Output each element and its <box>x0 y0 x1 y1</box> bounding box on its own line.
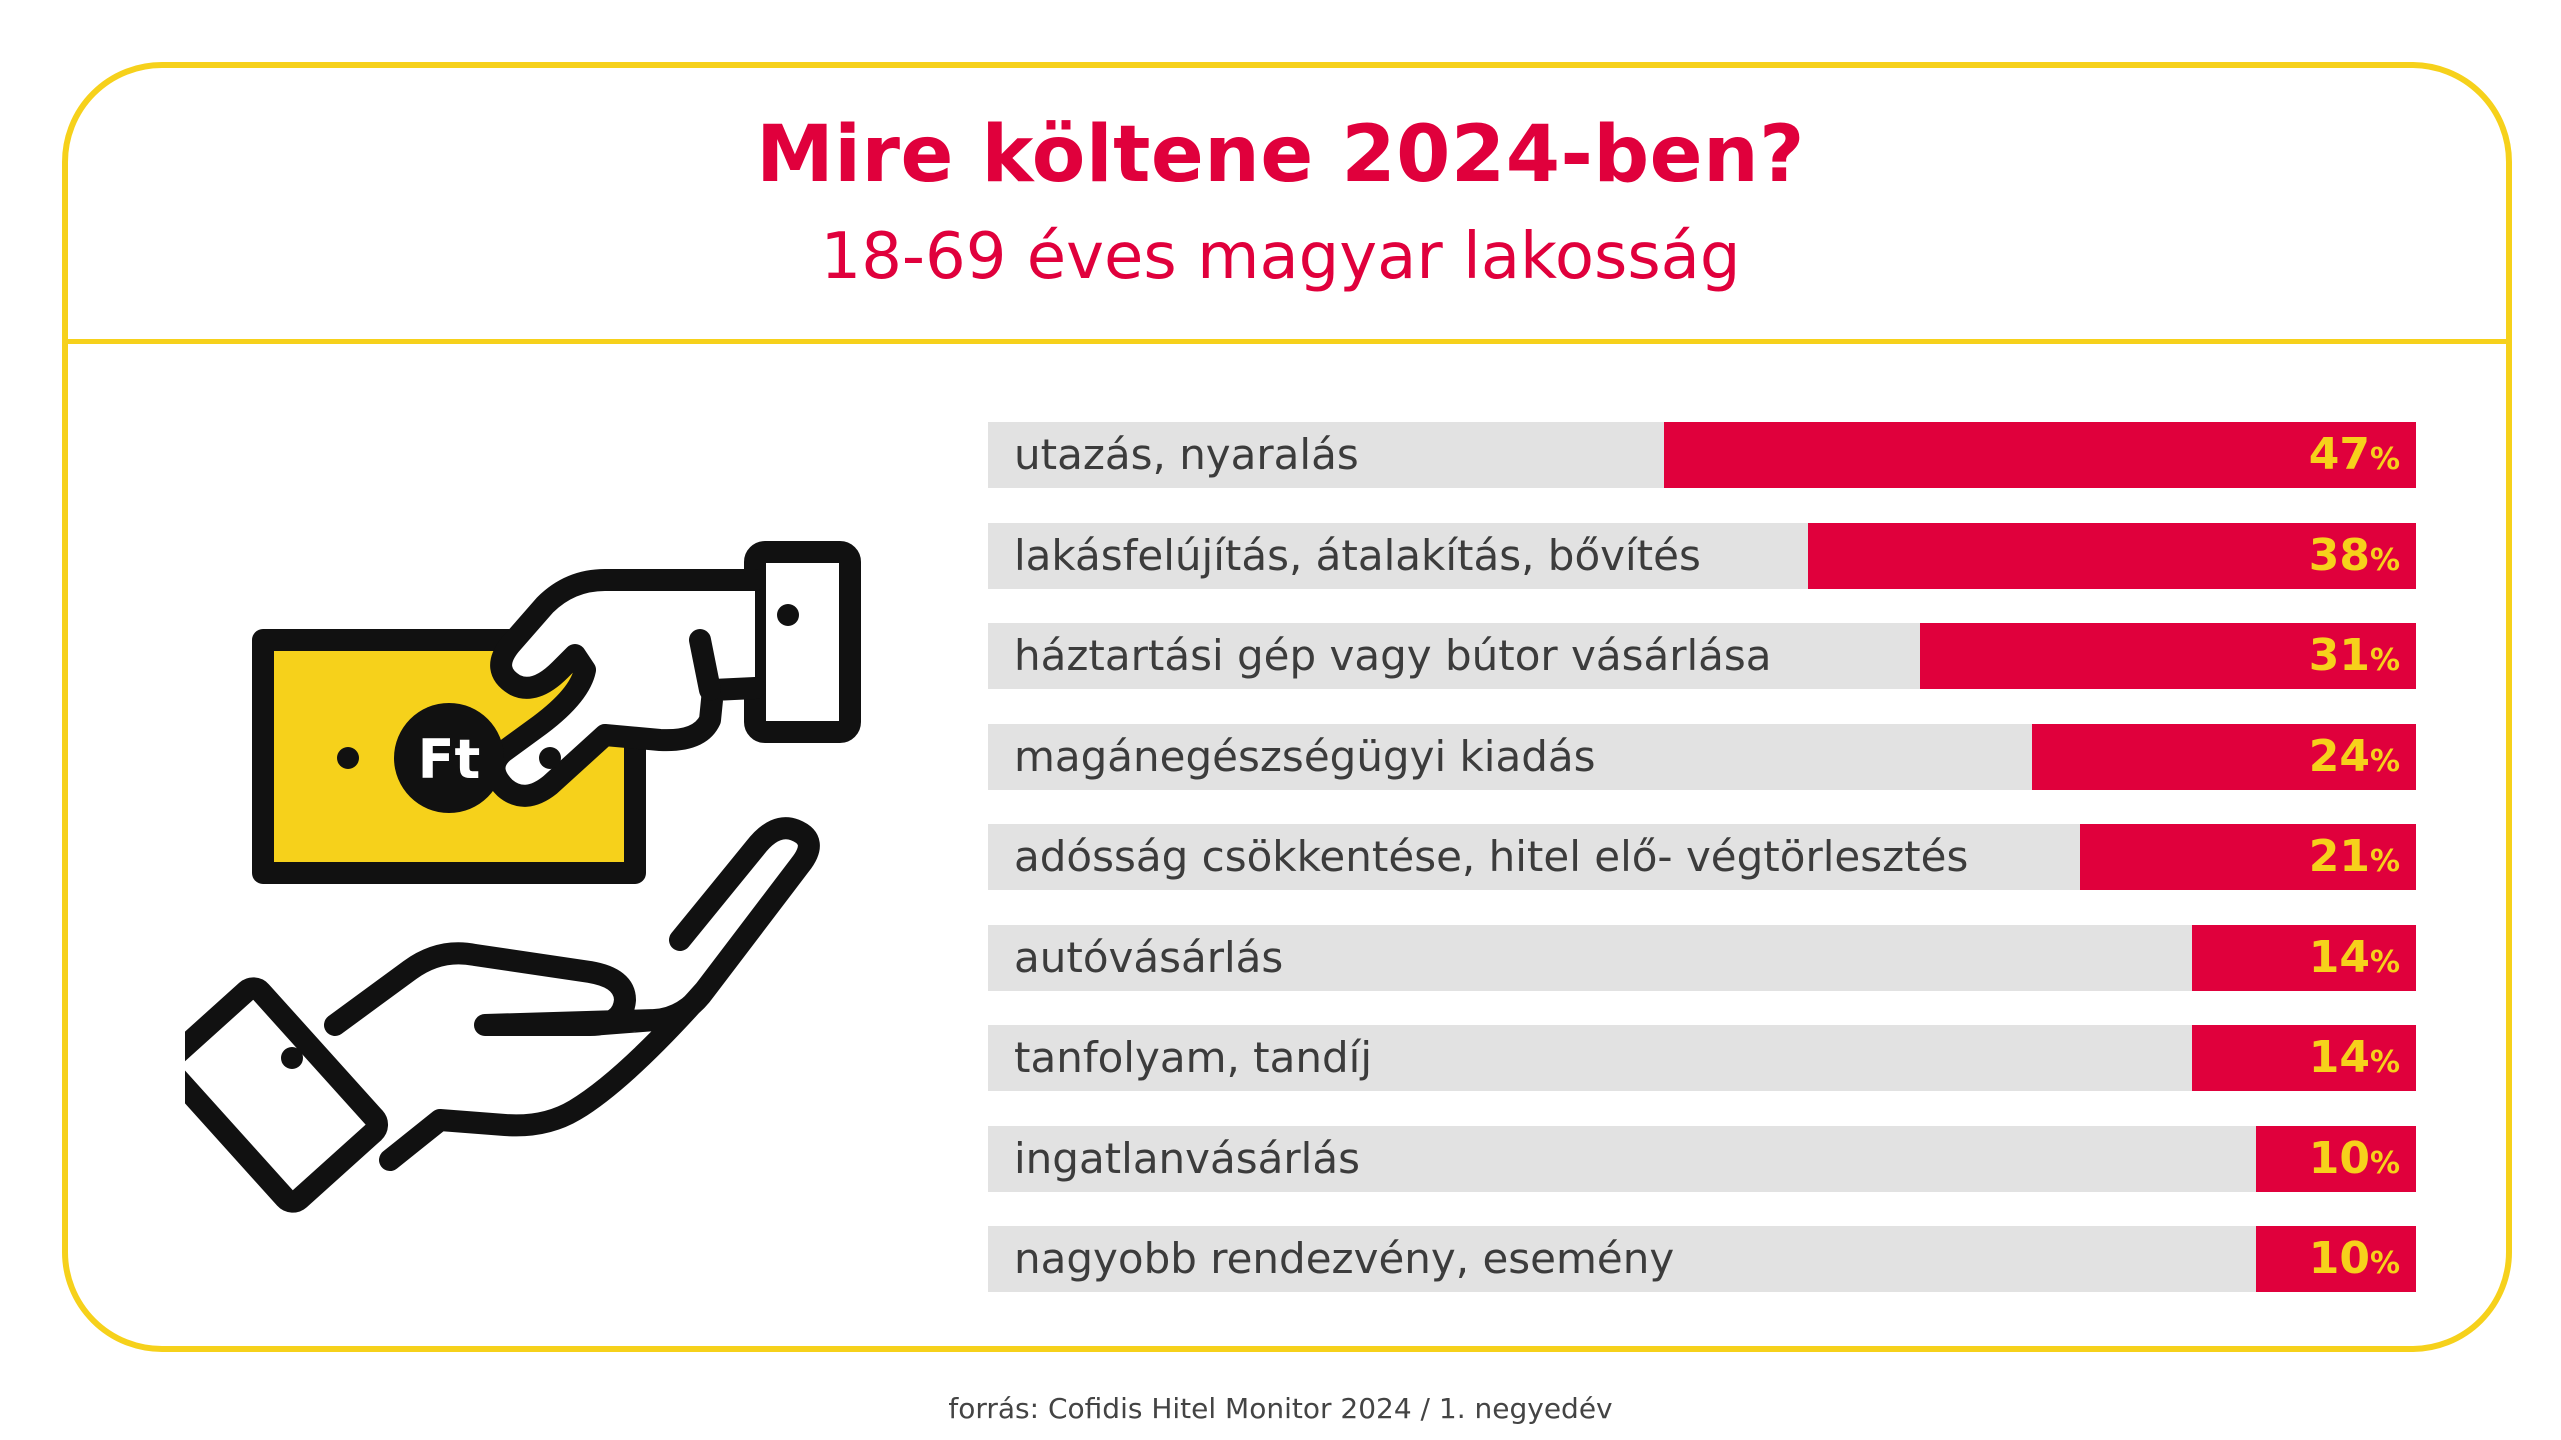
value-unit: % <box>2369 844 2400 879</box>
category-label: lakásfelújítás, átalakítás, bővítés <box>1014 531 1701 580</box>
value-number: 10 <box>2308 1233 2370 1284</box>
value-number: 21 <box>2308 831 2370 882</box>
category-label: adósság csökkentése, hitel elő- végtörle… <box>1014 832 1969 881</box>
hand-giving-money-icon: Ft <box>185 541 861 1213</box>
bar-row: tanfolyam, tandíj 14% <box>988 1025 2416 1091</box>
value-label: 31% <box>2309 623 2400 698</box>
category-label: ingatlanvásárlás <box>1014 1134 1360 1183</box>
bar-row: magánegészségügyi kiadás 24% <box>988 724 2416 790</box>
value-unit: % <box>2369 744 2400 779</box>
value-number: 14 <box>2308 1032 2370 1083</box>
value-unit: % <box>2369 1045 2400 1080</box>
value-number: 31 <box>2308 630 2370 681</box>
bar-row: autóvásárlás 14% <box>988 925 2416 991</box>
bar <box>1920 623 2416 689</box>
chart-title: Mire költene 2024-ben? <box>756 110 1805 200</box>
value-unit: % <box>2369 1146 2400 1181</box>
value-number: 47 <box>2308 429 2370 480</box>
bar <box>2192 1025 2416 1091</box>
value-label: 24% <box>2309 724 2400 799</box>
value-unit: % <box>2369 1246 2400 1281</box>
value-label: 10% <box>2309 1126 2400 1201</box>
bar <box>2256 1226 2416 1292</box>
value-label: 38% <box>2309 523 2400 598</box>
value-unit: % <box>2369 945 2400 980</box>
chart-subtitle: 18-69 éves magyar lakosság <box>820 220 1741 294</box>
value-label: 10% <box>2309 1226 2400 1301</box>
bar <box>2080 824 2416 890</box>
bar <box>1808 523 2416 589</box>
bar-row: nagyobb rendezvény, esemény 10% <box>988 1226 2416 1292</box>
value-unit: % <box>2369 543 2400 578</box>
bar-row: háztartási gép vagy bútor vásárlása 31% <box>988 623 2416 689</box>
value-label: 47% <box>2309 422 2400 497</box>
value-number: 10 <box>2308 1133 2370 1184</box>
category-label: nagyobb rendezvény, esemény <box>1014 1234 1675 1283</box>
category-label: magánegészségügyi kiadás <box>1014 732 1596 781</box>
value-number: 24 <box>2308 731 2370 782</box>
bar <box>1664 422 2416 488</box>
bar <box>2256 1126 2416 1192</box>
bar <box>2032 724 2416 790</box>
bar-row: lakásfelújítás, átalakítás, bővítés 38% <box>988 523 2416 589</box>
header-divider <box>62 339 2512 344</box>
bar-row: ingatlanvásárlás 10% <box>988 1126 2416 1192</box>
value-unit: % <box>2369 643 2400 678</box>
category-label: autóvásárlás <box>1014 933 1284 982</box>
value-number: 38 <box>2308 530 2370 581</box>
value-number: 14 <box>2308 932 2370 983</box>
value-label: 21% <box>2309 824 2400 899</box>
bar-row: utazás, nyaralás 47% <box>988 422 2416 488</box>
bar-chart: utazás, nyaralás 47% lakásfelújítás, átala… <box>988 422 2416 1302</box>
value-unit: % <box>2369 442 2400 477</box>
value-label: 14% <box>2309 925 2400 1000</box>
source-note: forrás: Cofidis Hitel Monitor 2024 / 1. … <box>948 1392 1613 1425</box>
currency-label: Ft <box>418 728 481 791</box>
category-label: utazás, nyaralás <box>1014 430 1359 479</box>
category-label: tanfolyam, tandíj <box>1014 1033 1373 1082</box>
bar <box>2192 925 2416 991</box>
bar-row: adósság csökkentése, hitel elő- végtörle… <box>988 824 2416 890</box>
category-label: háztartási gép vagy bútor vásárlása <box>1014 631 1772 680</box>
value-label: 14% <box>2309 1025 2400 1100</box>
